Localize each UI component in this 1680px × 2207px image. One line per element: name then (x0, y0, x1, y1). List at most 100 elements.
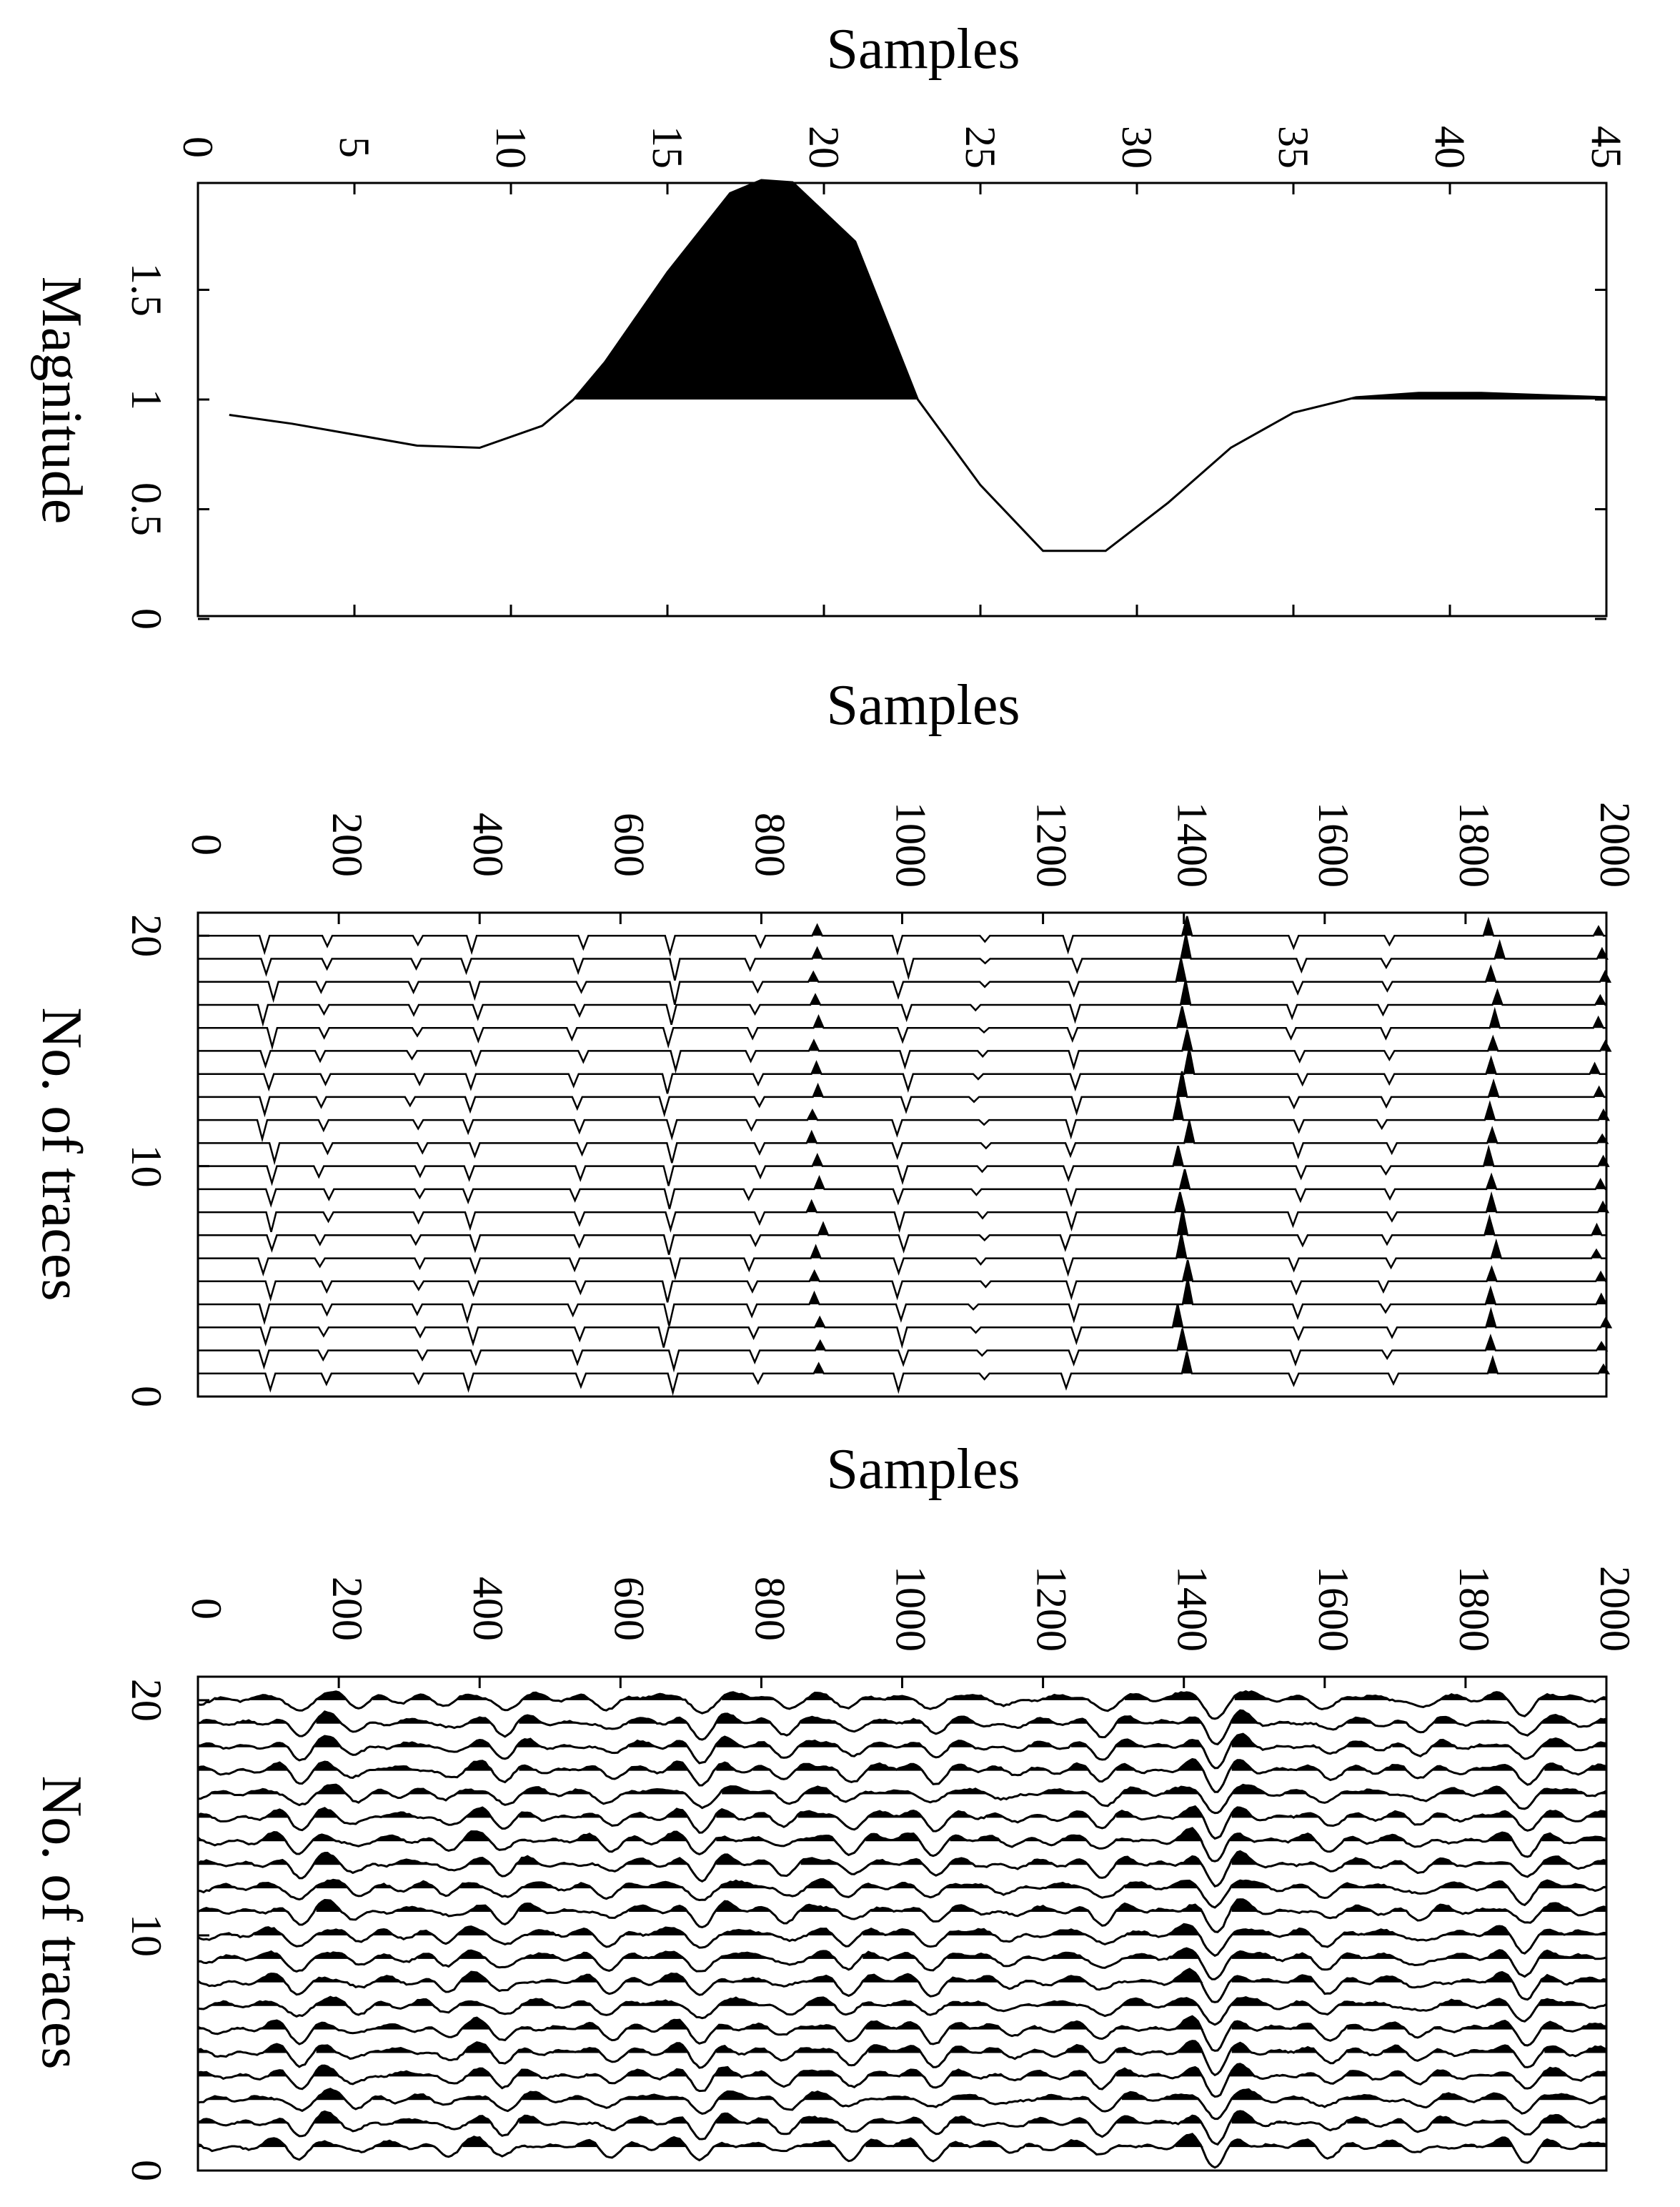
reflectivity-spike-fill (808, 972, 819, 982)
reflectivity-spike-fill (1595, 1179, 1606, 1189)
reflectivity-spike-fill (1486, 1194, 1497, 1213)
reflectivity-trace (198, 934, 1609, 981)
reflectivity-spike-fill (1173, 1304, 1183, 1328)
synthetic-trace (197, 1827, 1607, 1863)
reflectivity-spike-fill (1181, 934, 1191, 959)
synthetic-ylabel: No. of traces (30, 1776, 93, 2070)
reflectivity-spike-fill (1486, 967, 1496, 982)
reflectivity-spike-fill (1488, 1037, 1498, 1051)
synthetic-x-tick-label: 1400 (1169, 1566, 1216, 1652)
reflectivity-spike-fill (1176, 1234, 1187, 1259)
reflectivity-spike-fill (813, 1364, 824, 1374)
reflectivity-spike-fill (1593, 1017, 1604, 1028)
wavelet-x-ticks: 0 5 10 15 20 25 30 35 40 45 (174, 126, 1630, 616)
synthetic-trace (197, 1805, 1607, 1840)
wavelet-fill (575, 180, 1607, 400)
reflectivity-trace (198, 1048, 1606, 1094)
reflectivity-trace (198, 1352, 1611, 1397)
synthetic-trace (197, 1947, 1607, 1980)
reflectivity-spike-fill (806, 1131, 817, 1144)
reflectivity-spike-fill (1177, 1071, 1188, 1097)
reflectivity-spike-fill (812, 948, 822, 959)
wavelet-ylabel: Magnitude (30, 277, 93, 525)
reflectivity-spike-fill (1591, 1224, 1602, 1236)
reflectivity-x-tick-label: 800 (746, 813, 793, 877)
reflectivity-spike-fill (811, 1062, 822, 1074)
reflectivity-spike-fill (1184, 1048, 1195, 1074)
wavelet-x-tick-label: 15 (644, 126, 691, 169)
reflectivity-spike-fill (813, 1016, 824, 1028)
wavelet-y-ticks: 0 0.5 1 1.5 (123, 263, 1606, 630)
synthetic-y-ticks: 0 10 20 (123, 1679, 209, 2181)
reflectivity-trace (198, 1233, 1606, 1281)
synthetic-trace (197, 1968, 1607, 2003)
reflectivity-trace (198, 1278, 1607, 1326)
reflectivity-x-ticks: 0 200 400 600 800 1000 1200 1400 1600 1800 2000 (183, 802, 1639, 924)
reflectivity-spike-fill (1600, 1041, 1611, 1051)
synthetic-traces (197, 1690, 1607, 2169)
reflectivity-spike-fill (1483, 1148, 1494, 1166)
synthetic-trace-fill (212, 1997, 1607, 2006)
reflectivity-ylabel: No. of traces (30, 1008, 93, 1301)
reflectivity-x-tick-label: 1200 (1028, 802, 1075, 888)
synthetic-x-tick-label: 1000 (888, 1566, 935, 1652)
reflectivity-spike-fill (1177, 1329, 1188, 1351)
reflectivity-spike-fill (1596, 1294, 1606, 1304)
reflectivity-spike-fill (1600, 971, 1610, 982)
reflectivity-spike-fill (1184, 1121, 1195, 1144)
reflectivity-spike-fill (1483, 919, 1493, 936)
synthetic-x-tick-label: 1600 (1310, 1566, 1357, 1652)
reflectivity-x-tick-label: 2000 (1591, 802, 1639, 888)
reflectivity-x-tick-label: 0 (183, 834, 230, 855)
reflectivity-spike-fill (1484, 1217, 1495, 1236)
wavelet-x-tick-label: 45 (1583, 126, 1630, 169)
synthetic-trace-fill (220, 1924, 1606, 1935)
reflectivity-spike-fill (812, 1155, 822, 1166)
wavelet-y-tick-label: 1.5 (123, 263, 170, 317)
reflectivity-spike-fill (806, 1201, 817, 1213)
reflectivity-y-tick-label: 10 (123, 1145, 170, 1188)
wavelet-x-tick-label: 5 (331, 137, 378, 158)
wavelet-y-tick-label: 0.5 (123, 482, 170, 536)
reflectivity-spike-fill (1486, 1175, 1497, 1189)
reflectivity-trace (198, 1209, 1606, 1255)
reflectivity-spike-fill (808, 1041, 819, 1051)
synthetic-x-tick-label: 0 (183, 1598, 230, 1620)
reflectivity-spike-fill (818, 1223, 828, 1236)
reflectivity-spike-fill (1594, 1087, 1604, 1097)
synthetic-trace (197, 2133, 1607, 2169)
synthetic-x-tick-label: 1800 (1451, 1566, 1498, 1652)
reflectivity-trace (198, 1304, 1613, 1349)
wavelet-y-tick-label: 1 (123, 389, 170, 410)
synthetic-trace (197, 1923, 1606, 1958)
reflectivity-spike-fill (810, 1246, 821, 1259)
synthetic-trace-fill (214, 1691, 1607, 1700)
wavelet-y-tick-label: 0 (123, 608, 170, 630)
reflectivity-spike-fill (814, 1177, 825, 1189)
reflectivity-spike-fill (1487, 1129, 1498, 1144)
wavelet-x-tick-label: 20 (800, 126, 848, 169)
synthetic-y-tick-label: 10 (123, 1914, 170, 1957)
reflectivity-trace (198, 1096, 1610, 1143)
synthetic-trace (197, 1995, 1607, 2026)
synthetic-trace (197, 2040, 1607, 2077)
synthetic-x-tick-label: 400 (464, 1577, 512, 1641)
reflectivity-spike-fill (812, 1085, 823, 1097)
synthetic-x-tick-label: 1200 (1028, 1566, 1075, 1652)
reflectivity-spike-fill (1486, 1267, 1497, 1281)
synthetic-trace (197, 1732, 1607, 1770)
reflectivity-spike-fill (809, 1271, 820, 1281)
reflectivity-x-tick-label: 200 (324, 813, 371, 877)
reflectivity-spike-fill (1492, 991, 1503, 1005)
reflectivity-spike-fill (1596, 948, 1607, 959)
synthetic-trace (197, 2015, 1607, 2052)
reflectivity-trace (198, 979, 1606, 1027)
wavelet-x-tick-label: 40 (1426, 126, 1473, 169)
wavelet-line (229, 179, 1607, 552)
reflectivity-trace (198, 1071, 1606, 1118)
reflectivity-trace (198, 1121, 1609, 1166)
reflectivity-trace (198, 916, 1606, 957)
reflectivity-spike-fill (810, 995, 820, 1005)
reflectivity-spike-fill (1182, 1029, 1193, 1051)
wavelet-x-tick-label: 35 (1270, 126, 1317, 169)
